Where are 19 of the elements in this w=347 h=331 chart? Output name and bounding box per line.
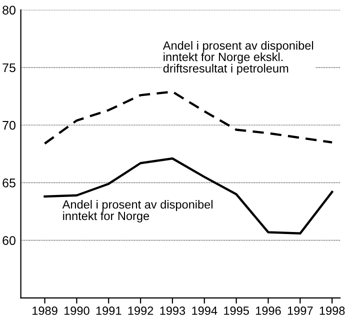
- x-tick-label: 1989: [32, 306, 58, 315]
- y-tick-label: 65: [2, 178, 16, 188]
- x-tick-label: 1997: [288, 306, 313, 315]
- x-tick-label: 1996: [256, 306, 281, 315]
- series-label: Andel i prosent av disponibel inntekt for Norge: [62, 200, 212, 222]
- y-tick-label: 75: [2, 63, 16, 72]
- y-tick-label: 80: [2, 6, 16, 15]
- x-tick-label: 1991: [96, 306, 122, 315]
- line-series: [44, 90, 334, 145]
- y-tick-label: 70: [2, 120, 16, 130]
- x-tick-label: 1990: [64, 306, 90, 315]
- x-tick-label: 1998: [320, 306, 345, 315]
- series-label: Andel i prosent av disponibel inntekt for Norge ekskl. driftsresultat i petroleum: [162, 41, 314, 75]
- x-tick-label: 1993: [160, 306, 186, 315]
- x-tick-label: 1995: [224, 306, 249, 315]
- line-series: [44, 157, 334, 235]
- y-tick-label: 60: [2, 236, 16, 245]
- x-tick-label: 1994: [192, 306, 218, 315]
- x-tick-label: 1992: [128, 306, 154, 315]
